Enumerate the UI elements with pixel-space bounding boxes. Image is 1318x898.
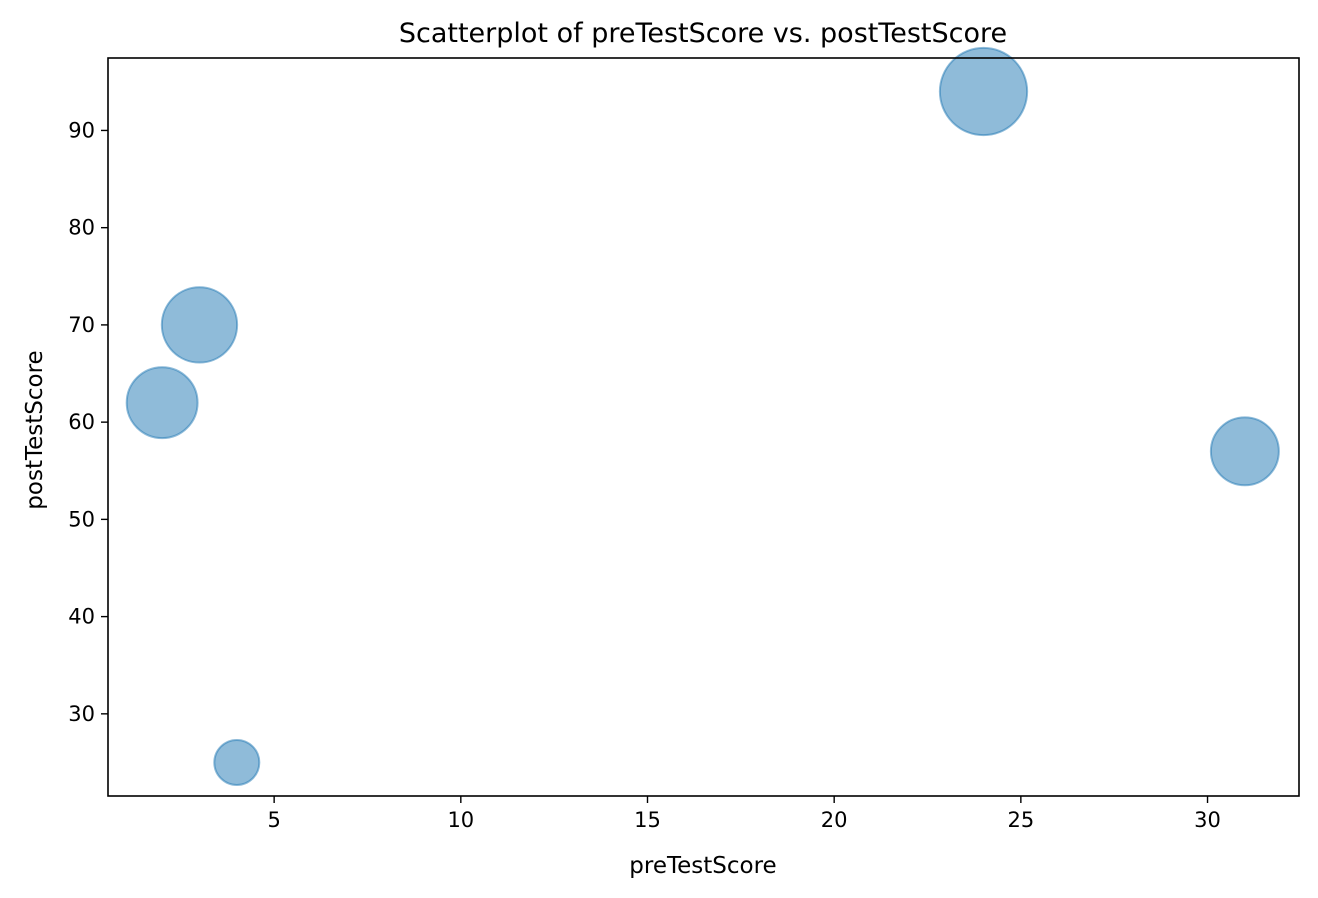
x-axis-ticks: 5 10 15 20 25 30 bbox=[267, 796, 1221, 832]
y-axis-ticks: 30 40 50 60 70 80 90 bbox=[68, 118, 108, 726]
y-axis-label: postTestScore bbox=[22, 350, 48, 509]
y-tick-label: 40 bbox=[68, 605, 95, 629]
data-point-2 bbox=[938, 46, 1029, 137]
chart-title: Scatterplot of preTestScore vs. postTest… bbox=[399, 18, 1007, 49]
x-tick-label: 20 bbox=[821, 808, 848, 832]
y-tick-label: 30 bbox=[68, 702, 95, 726]
data-point-5 bbox=[160, 286, 239, 364]
x-tick-label: 5 bbox=[267, 808, 280, 832]
y-tick-label: 80 bbox=[68, 216, 95, 240]
y-tick-label: 70 bbox=[68, 313, 95, 337]
y-tick-label: 50 bbox=[68, 507, 95, 531]
data-point-4 bbox=[125, 366, 199, 440]
data-point-3 bbox=[1209, 416, 1280, 487]
x-tick-label: 15 bbox=[634, 808, 661, 832]
plot-frame bbox=[107, 57, 1300, 797]
x-tick-label: 10 bbox=[447, 808, 474, 832]
x-axis-label: preTestScore bbox=[629, 853, 776, 879]
points-layer bbox=[125, 46, 1280, 786]
x-tick-label: 30 bbox=[1194, 808, 1221, 832]
data-point-1 bbox=[213, 738, 261, 786]
y-tick-label: 90 bbox=[68, 118, 95, 142]
y-tick-label: 60 bbox=[68, 410, 95, 434]
x-tick-label: 25 bbox=[1007, 808, 1034, 832]
